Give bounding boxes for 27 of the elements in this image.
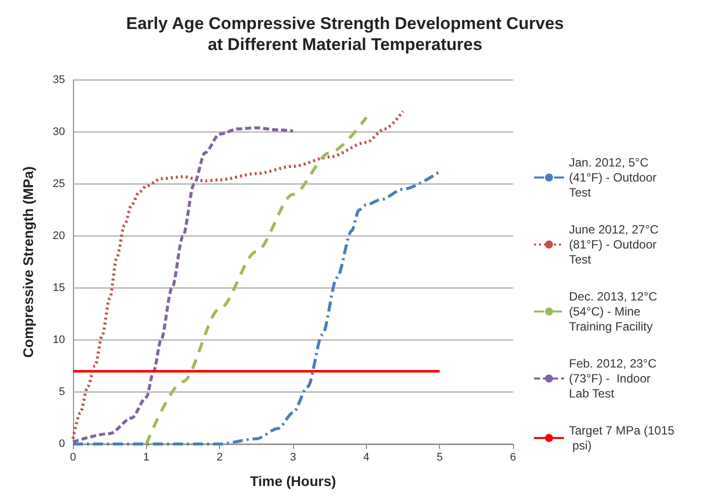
x-tick-label: 6 — [510, 452, 516, 464]
y-tick-label: 30 — [52, 126, 65, 138]
y-tick-label: 20 — [52, 230, 65, 242]
line-series — [72, 110, 404, 440]
y-tick-label: 10 — [52, 334, 65, 346]
legend-label: June 2012, 27°C (81°F) - Outdoor Test — [569, 222, 662, 266]
y-tick-label: 0 — [58, 438, 65, 450]
x-tick-label: 0 — [70, 452, 76, 464]
x-tick-label: 4 — [363, 452, 370, 464]
line-series — [72, 126, 294, 444]
x-tick-label: 5 — [436, 452, 443, 464]
legend-label: Dec. 2013, 12°C (54°C) - Mine Training Facility — [569, 290, 661, 334]
y-axis-title: Compressive Strength (MPa) — [20, 166, 36, 358]
legend-label: Feb. 2012, 23°C (73°F) - Indoor Lab Test — [569, 356, 660, 400]
y-tick-label: 35 — [52, 74, 65, 86]
line-series — [144, 116, 368, 446]
y-tick-label: 15 — [52, 282, 65, 294]
y-tick-label: 25 — [52, 178, 65, 190]
chart-title: Early Age Compressive Strength Development Curves at Different Material Temperatures — [126, 14, 564, 54]
line-series — [72, 170, 442, 446]
x-axis-title: Time (Hours) — [250, 473, 336, 489]
x-tick-label: 3 — [290, 452, 296, 464]
x-tick-label: 1 — [143, 452, 150, 464]
y-tick-label: 5 — [58, 386, 65, 398]
legend-label: Jan. 2012, 5°C (41°F) - Outdoor Test — [569, 156, 660, 200]
x-tick-label: 2 — [216, 452, 223, 464]
legend-label: Target 7 MPa (1015 psi) — [569, 424, 675, 452]
